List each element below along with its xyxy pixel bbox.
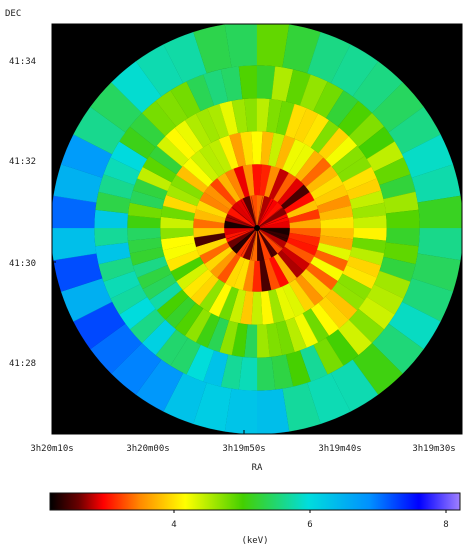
center-spoke xyxy=(256,200,274,229)
center-spoke xyxy=(256,216,288,229)
y-axis-ticks: 41:34 41:32 41:30 41:28 xyxy=(9,57,56,369)
center-spoke xyxy=(256,227,282,249)
center-spoke xyxy=(232,207,258,229)
center-spoke xyxy=(240,200,258,229)
y-axis-label: DEC xyxy=(5,9,21,19)
center-spoke xyxy=(256,227,274,256)
y-tick-label: 41:32 xyxy=(9,157,36,167)
x-axis-ticks: 3h20m10s 3h20m00s 3h19m50s 3h19m40s 3h19… xyxy=(30,430,456,454)
x-tick-label: 3h19m50s xyxy=(222,444,265,454)
heatmap-cell xyxy=(52,227,97,261)
x-tick-label: 3h19m40s xyxy=(318,444,361,454)
heatmap-area xyxy=(52,24,462,434)
center-spoke xyxy=(226,216,258,229)
center-spoke xyxy=(256,196,263,229)
colorbar-tick-label: 8 xyxy=(443,520,448,530)
center-spoke xyxy=(251,196,258,229)
colorbar-gradient xyxy=(49,492,461,511)
center-spoke xyxy=(232,227,258,249)
y-tick-label: 41:28 xyxy=(9,359,36,369)
y-tick-label: 41:30 xyxy=(9,259,36,269)
colorbar-label: (keV) xyxy=(241,536,268,546)
center-dot xyxy=(254,225,260,231)
x-tick-label: 3h20m10s xyxy=(30,444,73,454)
colorbar-tick-label: 4 xyxy=(171,520,176,530)
x-axis-label: RA xyxy=(252,463,263,473)
center-spoke xyxy=(256,227,263,260)
heatmap-cell xyxy=(417,195,462,229)
x-tick-label: 3h20m00s xyxy=(126,444,169,454)
colorbar: 4 6 8 (keV) xyxy=(49,492,461,546)
heatmap-cell xyxy=(256,388,290,434)
heatmap-cells xyxy=(52,24,462,434)
center-spoke xyxy=(226,227,258,240)
center-spoke xyxy=(256,207,282,229)
y-tick-label: 41:34 xyxy=(9,57,36,67)
center-spoke xyxy=(256,227,288,240)
center-spoke xyxy=(251,227,258,260)
x-tick-label: 3h19m30s xyxy=(412,444,455,454)
center-spoke xyxy=(240,227,258,256)
colorbar-tick-label: 6 xyxy=(307,520,312,530)
plot-frame xyxy=(51,23,463,435)
